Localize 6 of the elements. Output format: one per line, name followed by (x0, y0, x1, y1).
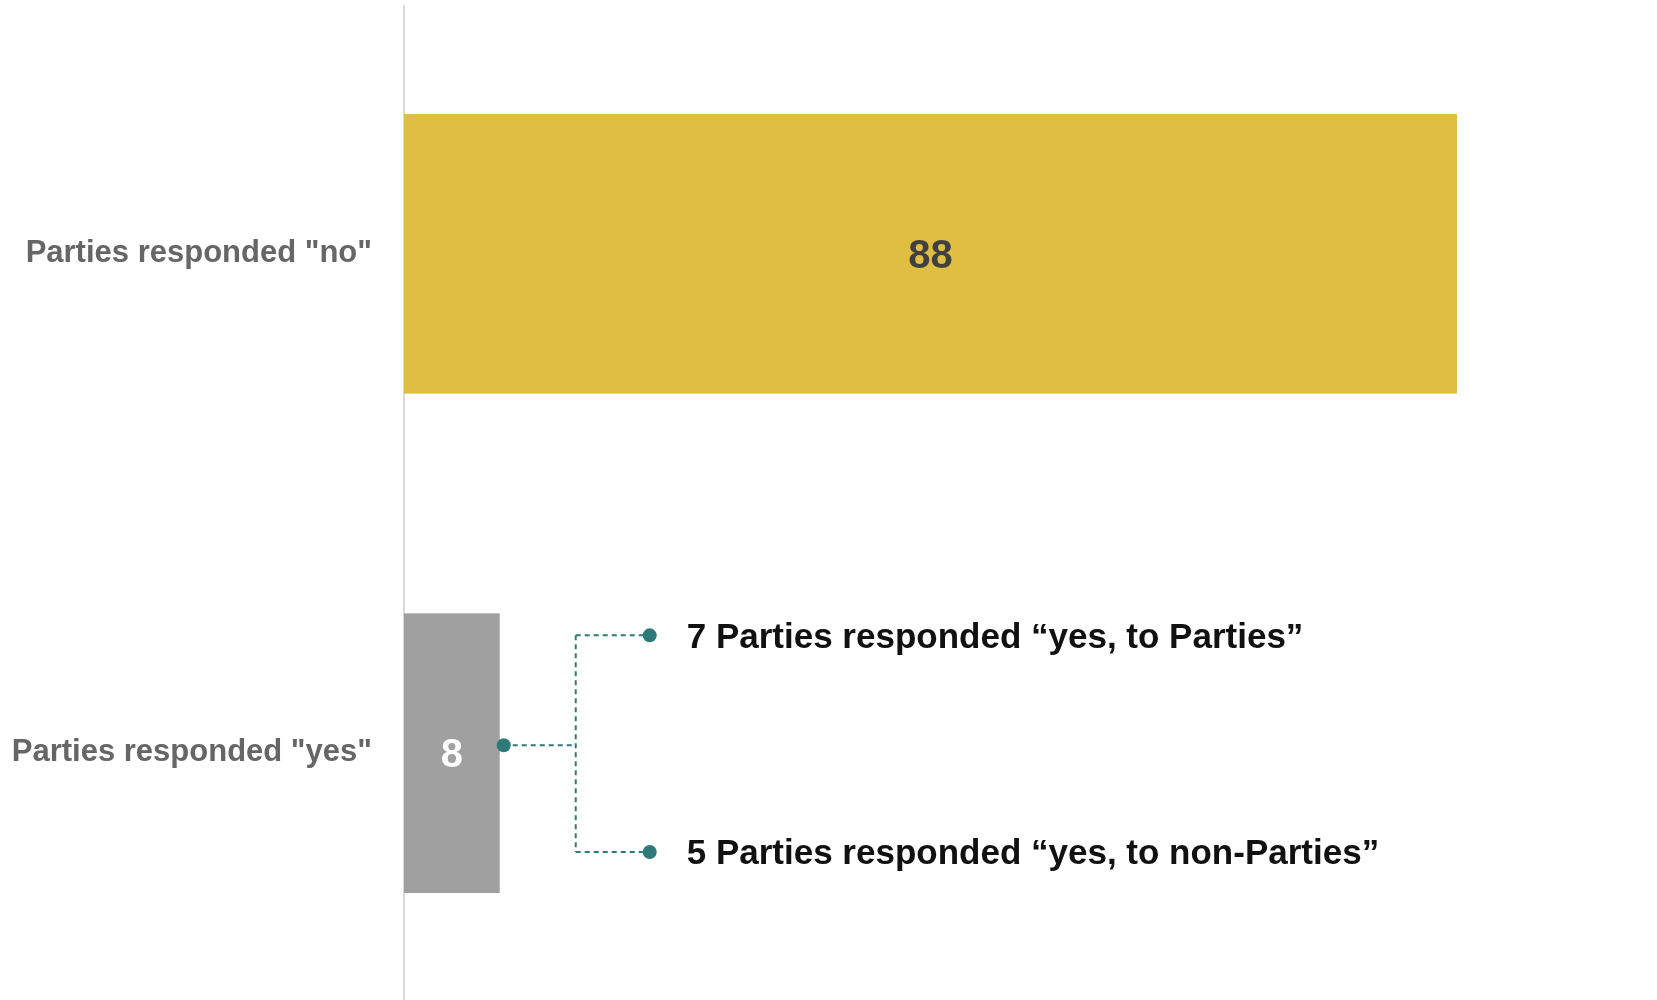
annotation: 7 Parties responded “yes, to Parties” (686, 615, 1304, 655)
data-label: 88 (908, 231, 953, 276)
annotation: 5 Parties responded “yes, to non-Parties” (686, 832, 1380, 872)
y-tick-label: Parties responded "no" (25, 233, 372, 269)
data-label: 8 (440, 731, 463, 776)
y-tick-label: Parties responded "yes" (11, 733, 372, 769)
